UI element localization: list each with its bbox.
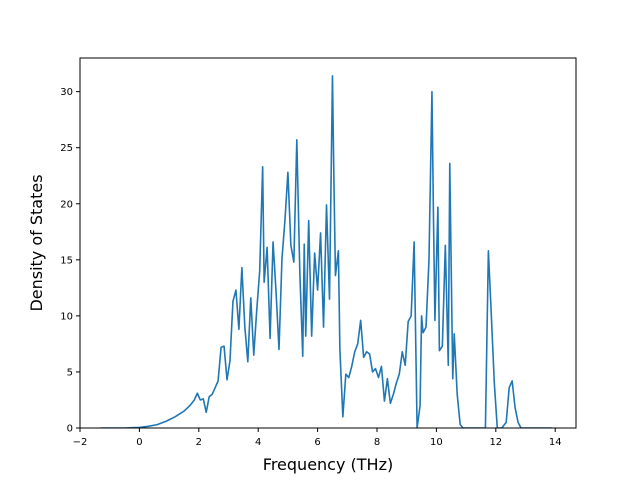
y-tick-label: 15 [60, 255, 73, 266]
x-tick-label: 2 [196, 437, 202, 448]
x-tick-label: 14 [549, 437, 562, 448]
y-tick-label: 0 [67, 424, 73, 435]
x-tick-label: 0 [136, 437, 142, 448]
y-tick-label: 5 [67, 367, 73, 378]
x-tick-label: 10 [430, 437, 443, 448]
dos-series-line [100, 75, 553, 428]
y-tick-label: 20 [60, 199, 73, 210]
y-tick-label: 10 [60, 311, 73, 322]
x-tick-label: 12 [489, 437, 502, 448]
y-tick-label: 25 [60, 143, 73, 154]
x-tick-label: 8 [374, 437, 380, 448]
plot-line-layer [100, 75, 553, 428]
x-tick-label: −2 [73, 437, 88, 448]
y-axis-ticks: 0 5 10 15 20 25 30 [60, 87, 80, 435]
y-axis-label: Density of States [27, 174, 46, 311]
axes-frame [79, 57, 577, 429]
x-tick-label: 6 [314, 437, 320, 448]
x-axis-ticks: −2 0 2 4 6 8 10 12 14 [73, 428, 562, 448]
x-axis-label: Frequency (THz) [263, 455, 393, 474]
y-tick-label: 30 [60, 87, 73, 98]
x-tick-label: 4 [255, 437, 261, 448]
